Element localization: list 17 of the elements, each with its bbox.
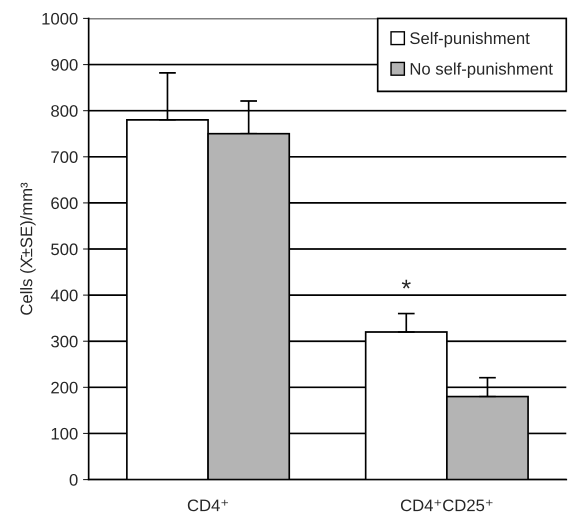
y-tick-label: 700: [51, 151, 78, 163]
annotation: *: [402, 280, 411, 289]
y-tick-label: 600: [51, 197, 78, 210]
legend-label: No self-punishment: [410, 62, 553, 78]
x-tick-label: CD4⁺: [188, 499, 228, 512]
y-tick-label: 800: [51, 105, 78, 117]
y-tick-label: 900: [51, 58, 78, 71]
y-tick-label: 300: [51, 336, 78, 348]
legend-label: Self-punishment: [410, 32, 530, 48]
y-tick-label: 500: [51, 243, 78, 256]
y-tick-label: 400: [50, 290, 78, 302]
x-tick-label: CD4⁺CD25⁺: [400, 499, 493, 512]
y-tick-label: 1000: [42, 12, 78, 25]
y-tick-label: 100: [52, 428, 78, 440]
y-tick-label: 0: [70, 474, 78, 486]
y-axis-title: Cells (X̄±SE)/mm³: [20, 182, 36, 315]
y-tick-label: 200: [51, 382, 78, 394]
